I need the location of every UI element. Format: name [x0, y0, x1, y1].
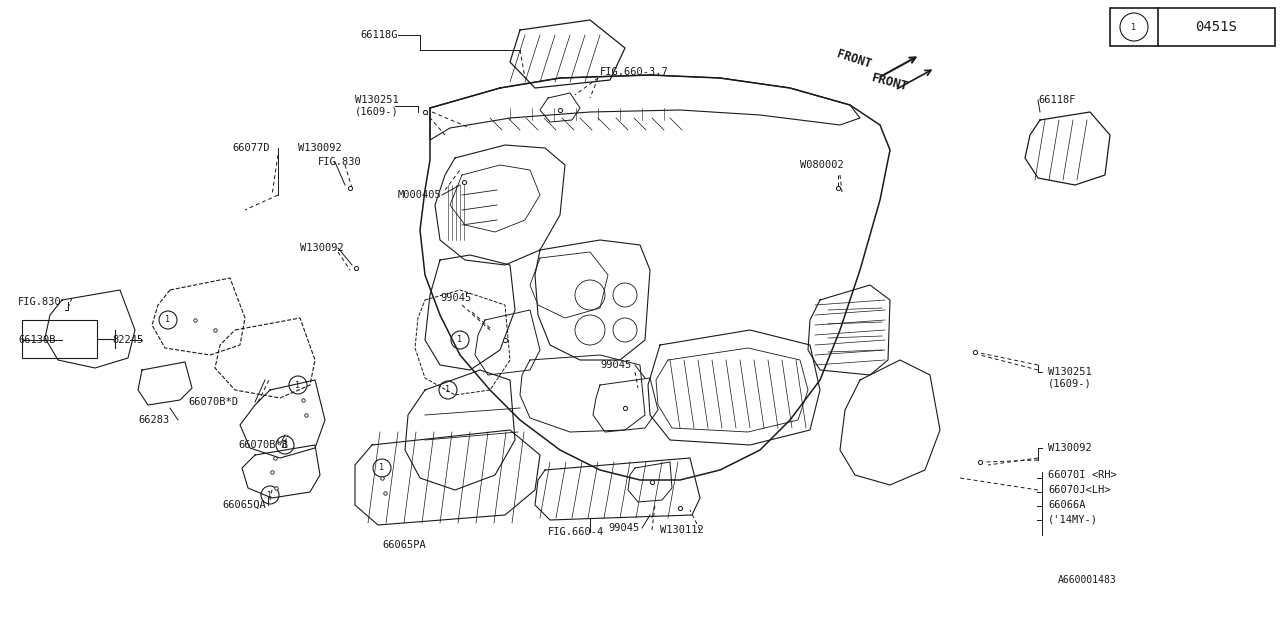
- Text: 66066A: 66066A: [1048, 500, 1085, 510]
- Text: 66070I <RH>: 66070I <RH>: [1048, 470, 1116, 480]
- Text: FRONT: FRONT: [835, 47, 873, 71]
- Text: 66283: 66283: [138, 415, 169, 425]
- Text: 82245: 82245: [113, 335, 143, 345]
- Text: (1609-): (1609-): [355, 107, 399, 117]
- Text: 1: 1: [165, 316, 170, 324]
- Text: 66070J<LH>: 66070J<LH>: [1048, 485, 1111, 495]
- Text: W130092: W130092: [298, 143, 342, 153]
- Bar: [1110, 8, 1275, 46]
- Text: W130092: W130092: [1048, 443, 1092, 453]
- Text: M000405: M000405: [398, 190, 442, 200]
- Text: W130092: W130092: [300, 243, 344, 253]
- Text: 66065QA: 66065QA: [221, 500, 266, 510]
- Text: W130112: W130112: [660, 525, 704, 535]
- Text: FIG.660-4: FIG.660-4: [548, 527, 604, 537]
- Text: 1: 1: [379, 463, 384, 472]
- Text: 66077D: 66077D: [232, 143, 270, 153]
- Text: 1: 1: [445, 385, 451, 394]
- Text: FRONT: FRONT: [870, 71, 910, 93]
- Text: 66070B*D: 66070B*D: [188, 397, 238, 407]
- Text: 1: 1: [283, 440, 288, 449]
- Text: 66118F: 66118F: [1038, 95, 1075, 105]
- Text: 99045: 99045: [600, 360, 631, 370]
- Text: 1: 1: [1132, 22, 1137, 31]
- Text: W080002: W080002: [800, 160, 844, 170]
- Text: 0451S: 0451S: [1196, 20, 1238, 34]
- Text: 1: 1: [268, 490, 273, 499]
- Text: FIG.830: FIG.830: [18, 297, 61, 307]
- Text: FIG.660-3,7: FIG.660-3,7: [600, 67, 668, 77]
- Text: A660001483: A660001483: [1059, 575, 1116, 585]
- Text: FIG.830: FIG.830: [317, 157, 362, 167]
- Text: 1: 1: [457, 335, 462, 344]
- Text: W130251: W130251: [355, 95, 399, 105]
- Text: 99045: 99045: [608, 523, 639, 533]
- Text: 99045: 99045: [440, 293, 471, 303]
- Text: ('14MY-): ('14MY-): [1048, 515, 1098, 525]
- Text: W130251: W130251: [1048, 367, 1092, 377]
- Bar: [22, 320, 97, 358]
- Text: 66118G: 66118G: [360, 30, 398, 40]
- Text: 66070B*B: 66070B*B: [238, 440, 288, 450]
- Text: 66130B: 66130B: [18, 335, 55, 345]
- Text: 66065PA: 66065PA: [381, 540, 426, 550]
- Text: 1: 1: [296, 381, 301, 390]
- Text: (1609-): (1609-): [1048, 379, 1092, 389]
